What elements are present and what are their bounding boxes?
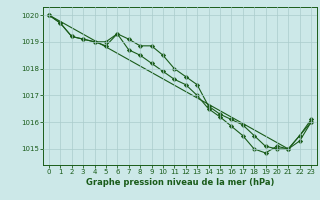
X-axis label: Graphe pression niveau de la mer (hPa): Graphe pression niveau de la mer (hPa) xyxy=(86,178,274,187)
